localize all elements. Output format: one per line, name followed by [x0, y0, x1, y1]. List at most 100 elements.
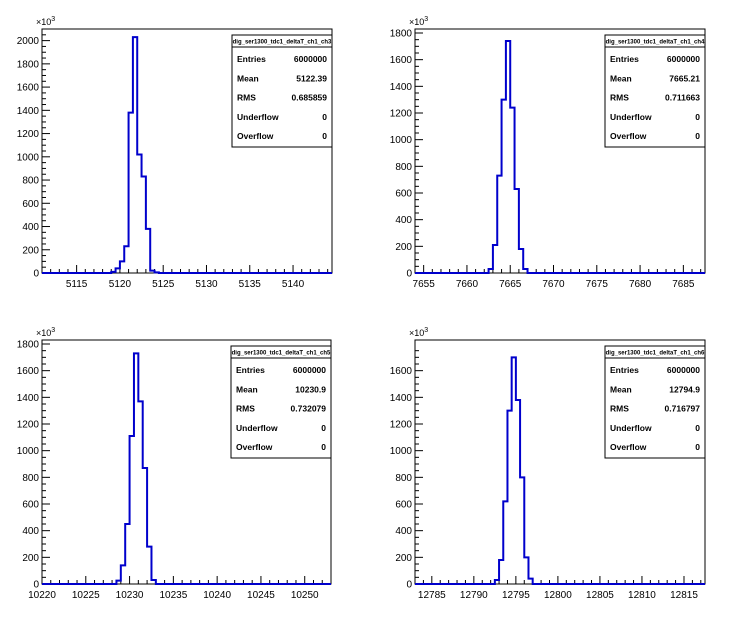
- stats-label: Mean: [610, 384, 632, 394]
- y-tick-label: 1200: [390, 109, 413, 120]
- histogram-bin: [495, 580, 499, 584]
- histogram-bin: [506, 41, 510, 273]
- x-tick-label: 7670: [542, 279, 565, 290]
- stats-box-title: dig_ser1300_tdc1_deltaT_ch1_ch3: [233, 40, 332, 46]
- stats-label: Overflow: [236, 442, 273, 452]
- y-exponent-base: ×10: [409, 17, 424, 27]
- histogram-bin: [520, 477, 524, 584]
- x-tick-label: 10235: [159, 590, 187, 601]
- stats-label: RMS: [610, 404, 629, 414]
- stats-value: 5122.39: [296, 73, 327, 83]
- stats-label: Underflow: [237, 112, 279, 122]
- y-tick-label: 1400: [17, 393, 40, 404]
- stats-box: dig_ser1300_tdc1_deltaT_ch1_ch5 Entries 60…: [230, 345, 332, 459]
- y-tick-label: 1600: [17, 83, 40, 94]
- y-tick-label: 1800: [390, 29, 413, 40]
- y-tick-label: 200: [395, 242, 412, 253]
- y-exponent-power: 3: [424, 327, 428, 334]
- histogram-bin: [111, 272, 115, 273]
- histogram-bin: [519, 249, 523, 273]
- stats-label: Entries: [236, 365, 265, 375]
- y-tick-label: 600: [22, 199, 39, 210]
- stats-label: Mean: [610, 73, 632, 83]
- stats-value: 12794.9: [669, 384, 700, 394]
- x-tick-label: 5135: [239, 279, 262, 290]
- y-tick-label: 400: [22, 526, 39, 537]
- stats-box-title: dig_ser1300_tdc1_deltaT_ch1_ch4: [606, 40, 705, 46]
- stats-value: 0: [322, 112, 327, 122]
- stats-box-frame: [230, 345, 332, 459]
- y-tick-label: 800: [395, 473, 412, 484]
- y-exponent-base: ×10: [36, 17, 51, 27]
- x-tick-label: 10220: [28, 590, 56, 601]
- x-tick-label: 5130: [195, 279, 218, 290]
- histogram-bin: [124, 246, 128, 273]
- stats-label: Overflow: [610, 131, 647, 141]
- x-tick-label: 5115: [66, 279, 88, 290]
- y-tick-label: 1800: [17, 59, 40, 70]
- stats-value: 0: [695, 112, 700, 122]
- histogram-bin: [125, 524, 129, 584]
- y-tick-label: 400: [22, 222, 39, 233]
- y-tick-label: 1600: [390, 366, 413, 377]
- y-tick-label: 1000: [17, 446, 40, 457]
- stats-value: 0: [695, 131, 700, 141]
- y-tick-label: 1200: [390, 420, 413, 431]
- stats-value: 0.685859: [292, 93, 328, 103]
- x-tick-label: 5140: [282, 279, 305, 290]
- stats-value: 0: [322, 131, 327, 141]
- histogram-panel-3: 0 200 400 600 800 1000 1200 1400 1600 1800 ×103 102…: [17, 327, 332, 601]
- histogram-line: [415, 356, 705, 585]
- stats-box: dig_ser1300_tdc1_deltaT_ch1_ch4 Entries 60…: [604, 34, 706, 148]
- x-tick-label: 7665: [499, 279, 522, 290]
- stats-box-title: dig_ser1300_tdc1_deltaT_ch1_ch6: [606, 351, 705, 357]
- x-tick-label: 12790: [460, 590, 488, 601]
- stats-value: 0.732079: [291, 404, 327, 414]
- histogram-bin: [137, 154, 141, 273]
- y-tick-label: 1400: [17, 106, 40, 117]
- histogram-bin: [523, 269, 527, 273]
- histogram-bin: [528, 579, 532, 584]
- stats-label: Mean: [236, 384, 258, 394]
- histogram-bin: [524, 557, 528, 584]
- y-tick-label: 600: [22, 500, 39, 511]
- histogram-bin: [503, 501, 507, 584]
- histogram-bin: [142, 177, 146, 273]
- y-exponent-base: ×10: [409, 328, 424, 338]
- histogram-bin: [138, 401, 142, 584]
- y-exponent-label: ×103: [409, 327, 428, 338]
- stats-label: Overflow: [237, 131, 274, 141]
- histogram-bin: [489, 269, 493, 273]
- stats-value: 0.716797: [665, 404, 701, 414]
- y-exponent-base: ×10: [36, 328, 51, 338]
- x-tick-label: 5125: [152, 279, 175, 290]
- histogram-bin: [120, 261, 124, 273]
- histogram-bin: [116, 268, 120, 273]
- x-tick-label: 7660: [456, 279, 479, 290]
- y-tick-label: 1000: [390, 446, 413, 457]
- x-tick-label: 12800: [544, 590, 572, 601]
- y-tick-label: 1600: [390, 55, 413, 66]
- x-tick-label: 12795: [502, 590, 530, 601]
- y-tick-label: 600: [395, 500, 412, 511]
- histogram-bin: [497, 176, 501, 273]
- x-tick-label: 10245: [247, 590, 275, 601]
- stats-label: Entries: [610, 54, 639, 64]
- stats-box-frame: [604, 345, 706, 459]
- stats-label: Underflow: [236, 423, 278, 433]
- histogram-bin: [116, 581, 120, 584]
- histogram-bin: [130, 436, 134, 584]
- histogram-bin: [133, 37, 137, 273]
- stats-value: 6000000: [294, 54, 327, 64]
- stats-label: Entries: [237, 54, 266, 64]
- y-tick-label: 0: [406, 580, 412, 591]
- y-tick-label: 400: [395, 215, 412, 226]
- histogram-panel-2: 0 200 400 600 800 1000 1200 1400 1600 1800 ×103 765…: [390, 16, 706, 290]
- y-tick-label: 1400: [390, 82, 413, 93]
- x-tick-label: 12810: [628, 590, 656, 601]
- x-tick-label: 7655: [413, 279, 436, 290]
- y-tick-label: 1600: [17, 366, 40, 377]
- stats-value: 6000000: [293, 365, 326, 375]
- stats-value: 0: [321, 442, 326, 452]
- stats-label: Underflow: [610, 112, 652, 122]
